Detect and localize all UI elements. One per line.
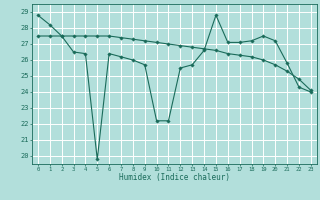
X-axis label: Humidex (Indice chaleur): Humidex (Indice chaleur) <box>119 173 230 182</box>
